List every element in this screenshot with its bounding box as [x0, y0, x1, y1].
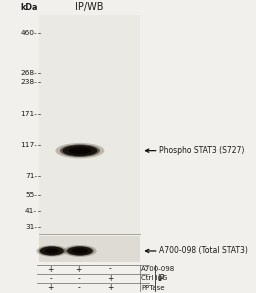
Text: 31-: 31-: [25, 224, 37, 230]
Bar: [39, 15, 140, 234]
Ellipse shape: [62, 145, 97, 156]
Ellipse shape: [72, 248, 88, 254]
Text: kDa: kDa: [21, 3, 38, 12]
Ellipse shape: [66, 246, 94, 256]
Text: -: -: [77, 274, 80, 283]
Text: PPTase: PPTase: [141, 285, 165, 291]
Text: +: +: [76, 265, 82, 274]
Text: +: +: [47, 265, 54, 274]
Text: Phospho STAT3 (S727): Phospho STAT3 (S727): [159, 146, 245, 155]
Text: 171-: 171-: [20, 111, 37, 117]
Text: 117-: 117-: [20, 142, 37, 148]
Text: +: +: [47, 283, 54, 292]
Ellipse shape: [45, 248, 59, 254]
Text: 460-: 460-: [20, 30, 37, 35]
Text: -: -: [77, 283, 80, 292]
Ellipse shape: [63, 245, 97, 257]
Text: 268-: 268-: [20, 70, 37, 76]
Text: 55-: 55-: [25, 192, 37, 198]
Text: -: -: [49, 274, 52, 283]
Text: Ctrl IgG: Ctrl IgG: [141, 275, 168, 281]
Text: +: +: [107, 283, 113, 292]
Ellipse shape: [36, 245, 67, 257]
Text: 71-: 71-: [25, 173, 37, 179]
Text: +: +: [107, 274, 113, 283]
Ellipse shape: [56, 143, 104, 159]
Text: A700-098 (Total STAT3): A700-098 (Total STAT3): [159, 246, 248, 255]
Ellipse shape: [39, 246, 65, 256]
Ellipse shape: [60, 144, 100, 157]
Text: 238-: 238-: [20, 79, 37, 85]
Ellipse shape: [68, 246, 92, 255]
Bar: [39, 236, 140, 262]
Text: 41-: 41-: [25, 208, 37, 214]
Ellipse shape: [40, 246, 63, 255]
Ellipse shape: [69, 147, 91, 154]
Text: -: -: [109, 265, 112, 274]
Text: IP: IP: [157, 274, 165, 283]
Text: IP/WB: IP/WB: [75, 2, 104, 12]
Text: A700-098: A700-098: [141, 266, 176, 272]
